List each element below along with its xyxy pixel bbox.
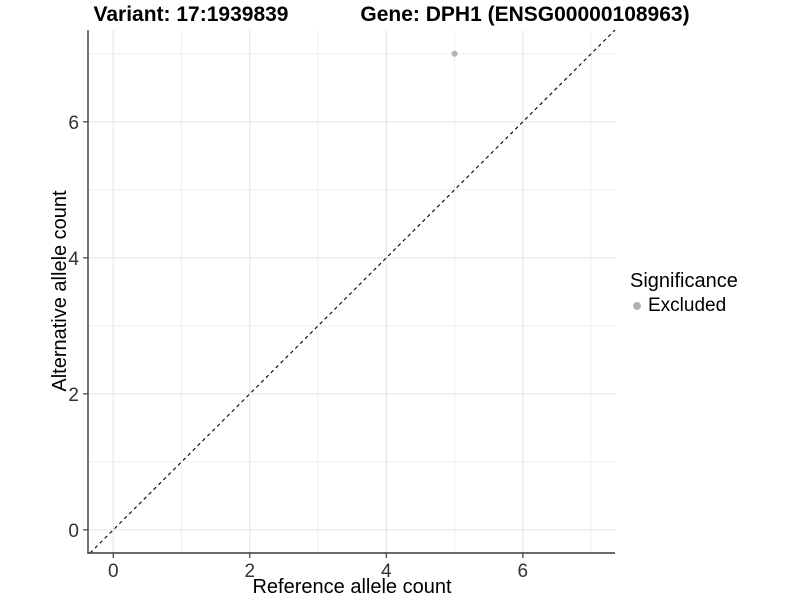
x-tick-label: 4 bbox=[381, 561, 392, 582]
y-tick-label: 0 bbox=[68, 521, 79, 542]
x-tick-label: 0 bbox=[108, 561, 119, 582]
legend-item-label: Excluded bbox=[648, 295, 727, 316]
legend-item: Excluded bbox=[630, 294, 738, 318]
variant-title: Variant: 17:1939839 bbox=[93, 3, 289, 26]
x-tick-label: 2 bbox=[244, 561, 255, 582]
legend: Significance Excluded bbox=[630, 269, 738, 318]
y-axis-title: Alternative allele count bbox=[49, 190, 71, 392]
y-tick-label: 6 bbox=[68, 113, 79, 134]
gene-title: Gene: DPH1 (ENSG00000108963) bbox=[360, 3, 690, 26]
y-tick-label: 4 bbox=[68, 249, 79, 270]
legend-title: Significance bbox=[630, 270, 738, 292]
data-point bbox=[451, 50, 458, 57]
y-tick-label: 2 bbox=[68, 385, 79, 406]
identity-line bbox=[89, 29, 616, 554]
x-axis-title: Reference allele count bbox=[252, 576, 452, 598]
x-tick-label: 6 bbox=[518, 561, 529, 582]
excluded-point-icon bbox=[633, 302, 641, 310]
